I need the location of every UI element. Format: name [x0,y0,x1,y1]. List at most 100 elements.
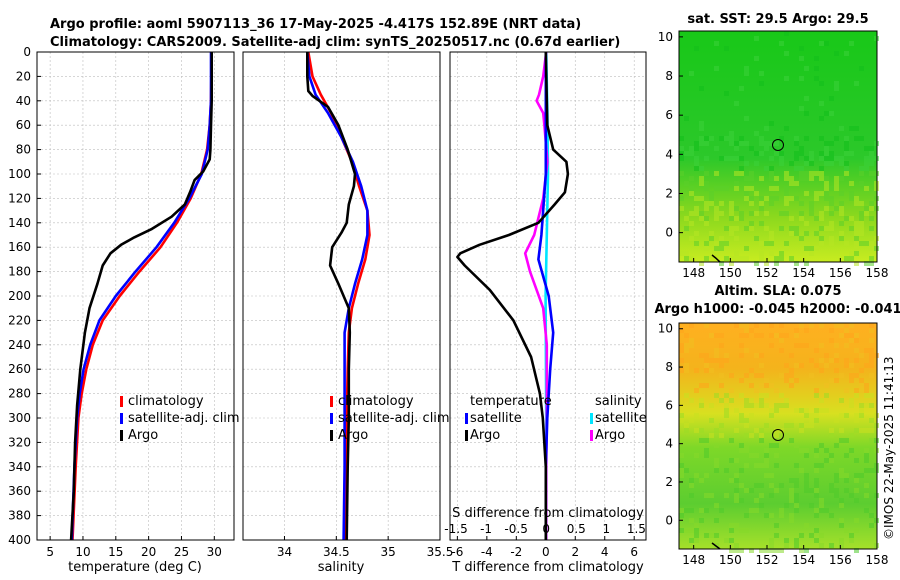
x-tick-label: 34.5 [323,545,350,559]
series-line-satellite-adj-clim [70,52,213,541]
x-tick-label: 30 [207,545,222,559]
depth-tick-label: 300 [8,411,31,425]
series-line-salinity-argo [523,51,549,540]
depth-tick-label: 260 [8,362,31,376]
legend-temperature-header: temperature [470,394,552,409]
series-line-satellite-adj-clim [306,51,369,541]
x-tick-label: 35.5 [427,545,454,559]
sst-map: sat. SST: 29.5 Argo: 29.5 148 150 152 154 15… [658,12,889,280]
depth-tick-label: 0 [23,45,31,59]
series-line-argo [69,52,213,541]
coastline [711,254,721,263]
x-tick-label: 15 [108,545,123,559]
map-x-tick-label: 154 [792,553,815,567]
map-y-tick-label: 4 [665,437,673,451]
salinity-panel: 34 34.5 35 35.5 salinity climatology satell… [242,51,454,575]
depth-tick-label: 80 [16,143,31,157]
argo-position-marker [772,429,784,441]
temperature-xlabel: temperature (deg C) [68,560,202,575]
legend-swatch-climatology [120,396,123,407]
figure-title-line2: Climatology: CARS2009. Satellite-adj cli… [50,35,620,50]
temperature-panel: 0 20 40 60 80 100 120 140 160 180 200 220 240 260 280 3… [8,45,240,575]
x-tick-label: 0 [542,545,550,559]
s-diff-tick-label: 1.5 [627,522,646,536]
map-x-tick-label: 148 [682,553,705,567]
s-diff-tick-label: 0.5 [567,522,586,536]
map-x-tick-label: 156 [829,553,852,567]
legend-swatch-satellite [120,413,123,424]
figure-title-line1: Argo profile: aoml 5907113_36 17-May-202… [50,17,581,32]
s-diff-tick-label: -1.5 [444,522,467,536]
x-tick-label: 10 [75,545,90,559]
s-diff-tick-label: 0 [542,522,550,536]
depth-tick-label: 60 [16,118,31,132]
legend-salinity-header: salinity [595,394,642,409]
map-y-tick-label: 6 [665,108,673,122]
depth-tick-label: 340 [8,460,31,474]
map-y-tick-label: 0 [665,226,673,240]
depth-tick-label: 160 [8,240,31,254]
map-x-tick-label: 152 [756,553,779,567]
map-y-tick-label: 0 [665,513,673,527]
legend-label-argo: Argo [338,428,368,443]
difference-panel: -6 -4 -2 0 2 4 6 -1.5 -1 -0.5 0 0.5 1 1.5 S differenc… [444,51,647,575]
series-line-temperature-argo [456,51,570,540]
map-y-tick-label: 10 [658,30,673,44]
s-difference-label: S difference from climatology [452,506,644,521]
s-diff-tick-label: -1 [480,522,492,536]
depth-tick-label: 100 [8,167,31,181]
map-x-tick-label: 156 [829,266,852,280]
legend-label-argo: Argo [128,428,158,443]
legend-label-temp-argo: Argo [470,428,500,443]
salinity-legend: climatology satellite-adj. clim Argo [330,394,450,443]
depth-tick-label: 120 [8,191,31,205]
copyright-stamp: ©IMOS 22-May-2025 11:41:13 [882,356,896,540]
x-tick-label: 25 [174,545,189,559]
map-x-tick-label: 150 [719,266,742,280]
depth-tick-label: 400 [8,533,31,547]
map-y-tick-label: 2 [665,475,673,489]
salinity-xlabel: salinity [318,560,365,575]
legend-label-climatology: climatology [128,394,204,409]
sla-map: Altim. SLA: 0.075 Argo h1000: -0.045 h20… [654,284,900,567]
x-tick-label: 35 [381,545,396,559]
map-y-tick-label: 4 [665,147,673,161]
legend-swatch-temp-argo [465,430,468,441]
map-x-tick-label: 152 [756,266,779,280]
map-y-tick-label: 6 [665,398,673,412]
difference-legend: temperature satellite Argo salinity sate… [465,394,647,443]
legend-label-satellite: satellite-adj. clim [128,411,240,426]
legend-label-temp-satellite: satellite [470,411,522,426]
series-line-temperature-satellite [537,52,555,540]
depth-tick-label: 200 [8,289,31,303]
t-difference-xlabel: T difference from climatology [451,560,644,575]
legend-label-satellite: satellite-adj. clim [338,411,450,426]
legend-label-climatology: climatology [338,394,414,409]
map-y-tick-label: 8 [665,360,673,374]
legend-swatch-climatology [330,396,333,407]
legend-swatch-argo [330,430,333,441]
depth-tick-label: 280 [8,387,31,401]
x-tick-label: 5 [46,545,54,559]
sla-map-title1: Altim. SLA: 0.075 [715,284,842,299]
x-tick-label: 34 [277,545,292,559]
legend-swatch-temp-satellite [465,413,468,424]
depth-tick-label: 240 [8,338,31,352]
temperature-legend: climatology satellite-adj. clim Argo [120,394,240,443]
x-tick-label: 2 [571,545,579,559]
depth-tick-label: 380 [8,509,31,523]
map-x-tick-label: 154 [792,266,815,280]
legend-swatch-sal-argo [590,430,593,441]
depth-tick-label: 40 [16,94,31,108]
argo-position-marker [772,139,784,151]
x-tick-label: 6 [630,545,638,559]
map-y-tick-label: 10 [658,322,673,336]
map-x-tick-label: 158 [866,266,889,280]
legend-label-sal-argo: Argo [595,428,625,443]
s-diff-tick-label: 1 [602,522,610,536]
legend-swatch-argo [120,430,123,441]
x-tick-label: 4 [601,545,609,559]
map-y-tick-label: 8 [665,69,673,83]
series-line-argo [305,52,357,541]
